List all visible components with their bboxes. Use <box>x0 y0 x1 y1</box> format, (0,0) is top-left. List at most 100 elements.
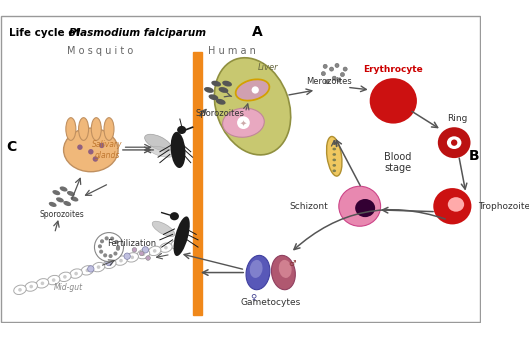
Ellipse shape <box>152 221 175 237</box>
Ellipse shape <box>144 134 171 151</box>
Ellipse shape <box>49 202 57 207</box>
Ellipse shape <box>18 288 22 292</box>
Text: ✦: ✦ <box>240 118 247 127</box>
Text: ♀: ♀ <box>250 292 257 301</box>
Ellipse shape <box>214 58 291 155</box>
Ellipse shape <box>332 164 336 167</box>
Ellipse shape <box>48 275 60 285</box>
Ellipse shape <box>99 250 103 254</box>
Ellipse shape <box>52 190 60 195</box>
Ellipse shape <box>115 256 127 265</box>
Ellipse shape <box>330 67 334 71</box>
Ellipse shape <box>70 196 78 201</box>
Ellipse shape <box>137 249 150 259</box>
Ellipse shape <box>343 67 347 71</box>
Ellipse shape <box>108 262 112 266</box>
Ellipse shape <box>104 118 114 140</box>
Ellipse shape <box>25 282 38 291</box>
Ellipse shape <box>59 272 71 282</box>
Ellipse shape <box>86 268 89 272</box>
Ellipse shape <box>66 118 76 140</box>
Text: Fertilization: Fertilization <box>107 239 156 248</box>
Ellipse shape <box>279 260 291 278</box>
Text: Sporozoites: Sporozoites <box>39 210 84 219</box>
Ellipse shape <box>339 186 380 226</box>
Ellipse shape <box>218 87 229 93</box>
Ellipse shape <box>63 275 67 279</box>
Ellipse shape <box>177 126 186 134</box>
Ellipse shape <box>433 188 471 224</box>
Ellipse shape <box>95 233 124 262</box>
Ellipse shape <box>271 256 295 290</box>
Text: C: C <box>6 140 16 154</box>
Ellipse shape <box>332 159 336 161</box>
Ellipse shape <box>326 137 342 176</box>
Text: Schizont: Schizont <box>289 202 328 211</box>
Ellipse shape <box>252 86 259 94</box>
Ellipse shape <box>88 149 94 154</box>
Text: Plasmodium falciparum: Plasmodium falciparum <box>69 28 206 38</box>
Ellipse shape <box>119 259 123 262</box>
Ellipse shape <box>110 237 114 241</box>
Ellipse shape <box>97 265 101 269</box>
Ellipse shape <box>170 212 179 220</box>
Ellipse shape <box>323 64 327 68</box>
Ellipse shape <box>438 127 470 158</box>
Ellipse shape <box>332 169 336 172</box>
Ellipse shape <box>332 153 336 156</box>
Ellipse shape <box>146 256 150 260</box>
Ellipse shape <box>63 201 71 206</box>
Ellipse shape <box>126 253 139 262</box>
Ellipse shape <box>93 156 98 162</box>
Text: Sporozoites: Sporozoites <box>195 109 244 118</box>
Ellipse shape <box>124 253 130 259</box>
Text: M o s q u i t o: M o s q u i t o <box>67 46 133 56</box>
Ellipse shape <box>105 236 108 240</box>
Ellipse shape <box>41 282 44 285</box>
Text: Life cycle of: Life cycle of <box>9 28 84 38</box>
Ellipse shape <box>448 197 464 212</box>
Ellipse shape <box>132 247 136 252</box>
Ellipse shape <box>104 259 116 269</box>
Ellipse shape <box>164 246 168 249</box>
Ellipse shape <box>149 246 161 256</box>
Ellipse shape <box>142 252 145 256</box>
Text: Merozoites: Merozoites <box>306 77 352 86</box>
Ellipse shape <box>171 240 184 249</box>
Text: B: B <box>469 149 479 163</box>
Ellipse shape <box>108 254 113 258</box>
Ellipse shape <box>70 269 83 278</box>
Ellipse shape <box>30 285 33 288</box>
Ellipse shape <box>153 249 157 253</box>
Text: Liver: Liver <box>258 63 278 72</box>
Ellipse shape <box>447 136 461 149</box>
Ellipse shape <box>14 285 26 294</box>
Ellipse shape <box>63 128 118 172</box>
Ellipse shape <box>175 243 179 246</box>
Text: Blood
stage: Blood stage <box>384 152 412 173</box>
Ellipse shape <box>100 239 104 243</box>
Text: Erythrocyte: Erythrocyte <box>363 65 423 74</box>
Ellipse shape <box>106 259 112 266</box>
Ellipse shape <box>355 199 375 217</box>
Bar <box>194 52 202 315</box>
Text: Trophozoite: Trophozoite <box>478 202 529 211</box>
Ellipse shape <box>211 81 221 87</box>
Ellipse shape <box>103 253 107 258</box>
Ellipse shape <box>131 256 134 259</box>
Ellipse shape <box>56 197 64 202</box>
Ellipse shape <box>246 256 270 290</box>
Ellipse shape <box>140 251 144 256</box>
Ellipse shape <box>114 240 118 244</box>
Ellipse shape <box>250 260 262 278</box>
Text: Ring: Ring <box>448 114 468 123</box>
Ellipse shape <box>99 143 104 148</box>
Ellipse shape <box>321 72 325 76</box>
Ellipse shape <box>93 262 105 272</box>
Ellipse shape <box>116 247 120 251</box>
Ellipse shape <box>204 87 214 93</box>
Ellipse shape <box>88 266 94 272</box>
Ellipse shape <box>81 266 94 275</box>
Ellipse shape <box>222 81 232 87</box>
Text: A: A <box>252 25 262 39</box>
